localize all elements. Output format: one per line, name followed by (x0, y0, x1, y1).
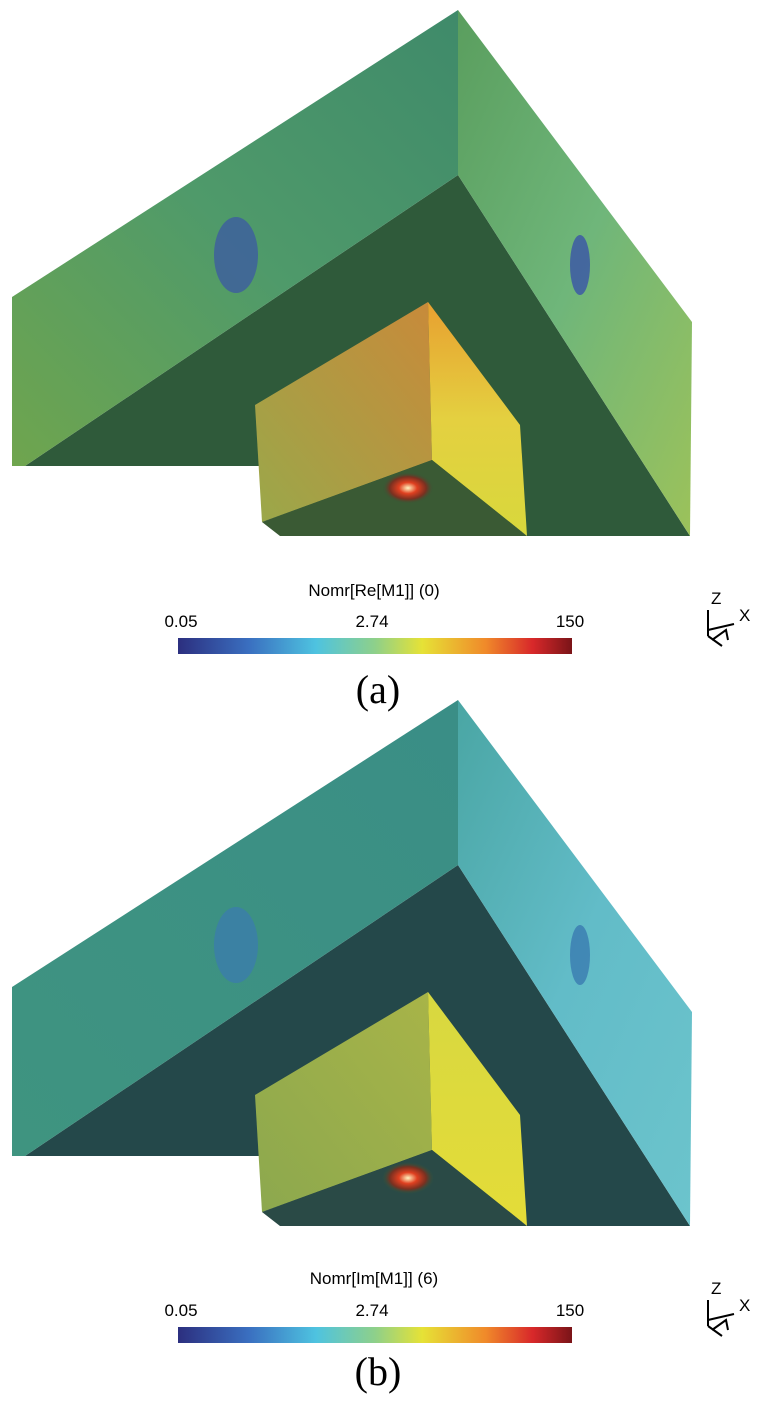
colorbar (178, 1327, 572, 1343)
source-spot (382, 1162, 434, 1194)
axis-label: Z (711, 589, 721, 608)
figure: Nomr[Re[M1]] (0) 0.05 2.74 150 Z X (a) N… (0, 0, 758, 1403)
field-blob (570, 925, 590, 985)
axes-triad (708, 610, 734, 646)
rendering (12, 10, 692, 536)
axis-label: X (739, 606, 750, 625)
source-spot (382, 472, 434, 504)
colorbar-title: Nomr[Im[M1]] (6) (310, 1269, 438, 1288)
colorbar-title: Nomr[Re[M1]] (0) (308, 581, 439, 600)
colorbar-tick: 2.74 (355, 612, 388, 631)
colorbar-tick: 0.05 (164, 1301, 197, 1320)
axis-label: X (739, 1296, 750, 1315)
field-blob (214, 907, 258, 983)
colorbar-tick: 0.05 (164, 612, 197, 631)
panel-b: Nomr[Im[M1]] (6) 0.05 2.74 150 Z X (b) (12, 700, 750, 1394)
caption: (b) (355, 1349, 402, 1394)
page: Nomr[Re[M1]] (0) 0.05 2.74 150 Z X (a) N… (0, 0, 758, 1403)
colorbar (178, 638, 572, 654)
axis-label: Z (711, 1279, 721, 1298)
axis-y (708, 1320, 728, 1336)
axis-x (708, 624, 734, 630)
colorbar-tick: 150 (556, 1301, 584, 1320)
field-blob (214, 217, 258, 293)
axis-y (708, 630, 728, 646)
field-blob (570, 235, 590, 295)
panel-a: Nomr[Re[M1]] (0) 0.05 2.74 150 Z X (a) (12, 10, 750, 712)
axes-triad (708, 1300, 734, 1336)
axis-x (708, 1314, 734, 1320)
rendering (12, 700, 692, 1226)
caption: (a) (356, 667, 400, 712)
colorbar-tick: 150 (556, 612, 584, 631)
colorbar-tick: 2.74 (355, 1301, 388, 1320)
